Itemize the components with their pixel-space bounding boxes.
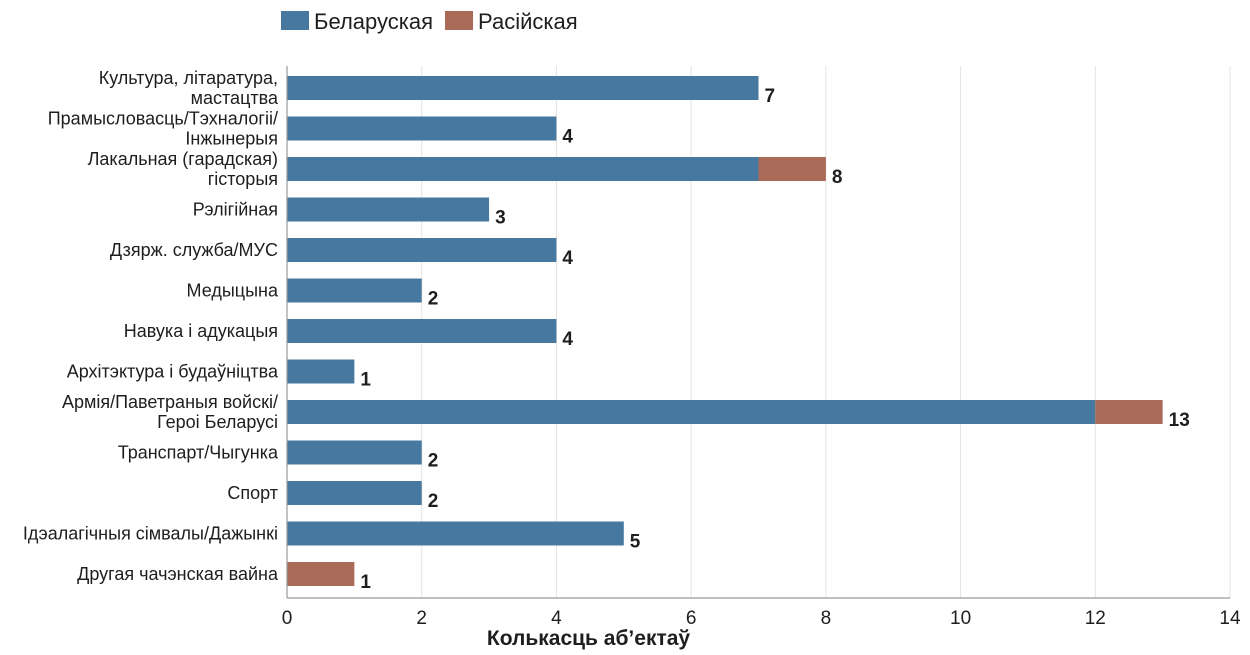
category-label: Спорт — [227, 483, 278, 503]
bar-segment-belarusian — [287, 359, 355, 384]
category-label: Транспарт/Чыгунка — [118, 443, 279, 463]
bar-segment-belarusian — [287, 238, 557, 262]
x-tick-label: 4 — [551, 608, 562, 629]
x-axis-title: Колькасць аб’ектаў — [487, 627, 691, 650]
x-axis: 0 2 4 6 8 10 12 14 — [282, 66, 1241, 629]
bar-segment-belarusian — [287, 76, 759, 100]
category-label: Дзярж. служба/МУС — [110, 240, 278, 260]
data-label: 2 — [428, 451, 439, 472]
bar-segment-russian — [287, 562, 355, 586]
x-tick-label: 8 — [821, 608, 832, 629]
category-label: Медыцына — [187, 281, 279, 301]
legend-swatch — [281, 11, 309, 30]
bar-segment-belarusian — [287, 400, 1096, 424]
category-label: Армія/Паветраныя войскі/Героі Беларусі — [62, 392, 278, 432]
legend-swatch — [445, 11, 474, 30]
data-label: 3 — [495, 208, 506, 229]
bar-segment-belarusian — [287, 319, 557, 343]
data-label: 4 — [562, 248, 573, 269]
x-tick-label: 2 — [416, 608, 427, 629]
data-label: 2 — [428, 289, 439, 310]
category-label: Лакальная (гарадская) гісторыя — [88, 149, 278, 189]
data-label: 4 — [562, 329, 573, 350]
data-label: 1 — [360, 370, 371, 391]
legend-label: Расійская — [478, 9, 578, 34]
data-label: 5 — [630, 532, 641, 553]
category-label: Навука і адукацыя — [124, 321, 278, 341]
bars — [287, 76, 1163, 586]
bar-segment-belarusian — [287, 278, 422, 303]
bar-segment-belarusian — [287, 481, 422, 505]
bar-segment-belarusian — [287, 440, 422, 465]
category-label: Прамысловасць/Тэхналогіі/Інжынерыя — [48, 109, 278, 149]
category-label: Архітэктура і будаўніцтва — [67, 362, 279, 382]
legend-label: Беларуская — [314, 9, 433, 34]
bar-segment-belarusian — [287, 197, 490, 222]
x-tick-label: 12 — [1085, 608, 1106, 629]
category-label: Другая чачэнская вайна — [77, 564, 279, 584]
bar-segment-russian — [758, 157, 826, 181]
category-label: Ідэалагічныя сімвалы/Дажынкі — [23, 524, 278, 544]
x-tick-label: 6 — [686, 608, 697, 629]
x-tick-label: 0 — [282, 608, 293, 629]
data-label: 1 — [360, 572, 371, 593]
data-labels: 7 4 8 3 4 2 4 1 13 2 2 5 1 — [360, 86, 1189, 593]
data-label: 8 — [832, 167, 843, 188]
bar-segment-belarusian — [287, 157, 759, 181]
x-tick-label: 10 — [950, 608, 971, 629]
data-label: 7 — [765, 86, 776, 107]
gridlines — [421, 66, 1231, 598]
x-tick-label: 14 — [1219, 608, 1241, 629]
bar-segment-belarusian — [287, 521, 624, 546]
legend: Беларуская Расійская — [281, 9, 578, 34]
category-label: Рэлігійная — [193, 200, 278, 220]
data-label: 4 — [562, 127, 573, 148]
data-label: 13 — [1169, 410, 1190, 431]
bar-segment-belarusian — [287, 116, 557, 141]
bar-segment-russian — [1095, 400, 1163, 424]
category-labels: Культура, літаратура, мастацтваПрамыслова… — [23, 68, 279, 584]
category-label: Культура, літаратура, мастацтва — [99, 68, 279, 108]
data-label: 2 — [428, 491, 439, 512]
